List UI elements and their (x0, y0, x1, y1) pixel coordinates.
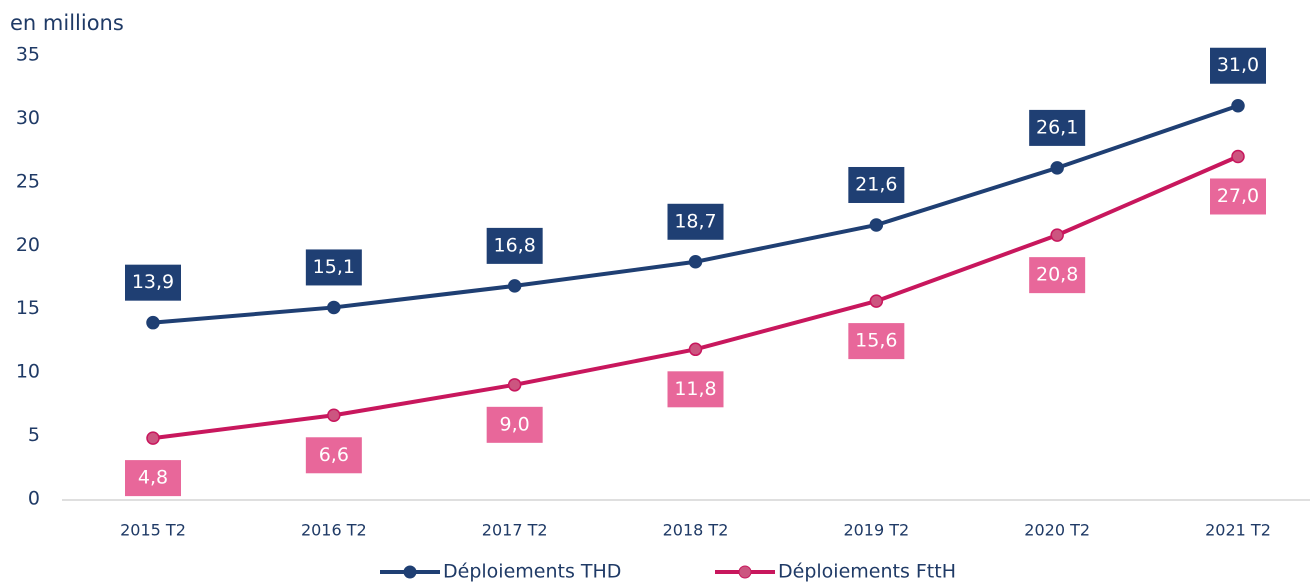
data-label: 20,8 (1036, 264, 1078, 286)
marker (1231, 149, 1245, 164)
data-label-box (486, 406, 543, 443)
y-tick-label: 15 (16, 297, 40, 319)
y-tick-label: 20 (16, 234, 40, 256)
data-label: 27,0 (1217, 185, 1259, 207)
x-tick-label: 2020 T2 (1024, 521, 1090, 540)
y-tick-label: 25 (16, 170, 40, 192)
y-axis-label: en millions (10, 11, 124, 35)
marker (869, 294, 884, 308)
marker (1050, 228, 1064, 242)
marker (1231, 98, 1245, 113)
data-label: 13,9 (132, 271, 174, 293)
marker (1050, 161, 1064, 175)
data-label-box (1029, 109, 1086, 146)
marker (688, 255, 703, 269)
x-tick-label: 2018 T2 (663, 521, 729, 540)
data-label: 16,8 (494, 234, 536, 256)
legend-marker (738, 565, 752, 579)
legend-label: Déploiements FttH (778, 561, 956, 583)
marker (688, 342, 703, 357)
data-label-box (667, 203, 724, 240)
legend-label: Déploiements THD (443, 561, 621, 583)
data-label-box (667, 371, 724, 408)
legend-marker (403, 565, 417, 579)
data-label-box (1029, 257, 1086, 294)
marker (146, 315, 160, 330)
data-label-box (305, 249, 362, 286)
data-label: 26,1 (1036, 116, 1078, 138)
data-label: 6,6 (319, 444, 349, 466)
data-label-box (125, 460, 181, 497)
y-tick-label: 10 (16, 361, 40, 383)
marker (327, 408, 341, 423)
x-tick-label: 2016 T2 (301, 521, 367, 540)
data-label-box (848, 323, 905, 360)
data-label-box (486, 227, 543, 264)
data-label: 15,6 (855, 330, 897, 352)
data-label: 9,0 (500, 413, 530, 435)
data-label: 11,8 (674, 378, 716, 400)
data-label-box (305, 437, 362, 474)
marker (507, 378, 522, 392)
data-label: 18,7 (674, 210, 716, 232)
data-label: 4,8 (138, 467, 168, 489)
x-tick-label: 2017 T2 (482, 521, 548, 540)
data-label-box (125, 264, 181, 301)
data-label: 21,6 (855, 173, 897, 195)
data-label-box (848, 166, 905, 203)
data-label: 15,1 (313, 256, 355, 278)
y-tick-label: 5 (28, 424, 40, 446)
data-label-box (1210, 47, 1266, 84)
marker (869, 218, 884, 232)
x-tick-label: 2021 T2 (1205, 521, 1271, 540)
y-tick-label: 30 (16, 107, 40, 129)
x-tick-label: 2019 T2 (843, 521, 909, 540)
x-tick-label: 2015 T2 (120, 521, 186, 540)
y-tick-label: 0 (28, 488, 40, 510)
marker (327, 300, 341, 315)
marker (507, 279, 522, 293)
data-label: 31,0 (1217, 54, 1259, 76)
data-label-box (1210, 178, 1266, 215)
y-tick-label: 35 (16, 44, 40, 66)
marker (146, 431, 160, 445)
